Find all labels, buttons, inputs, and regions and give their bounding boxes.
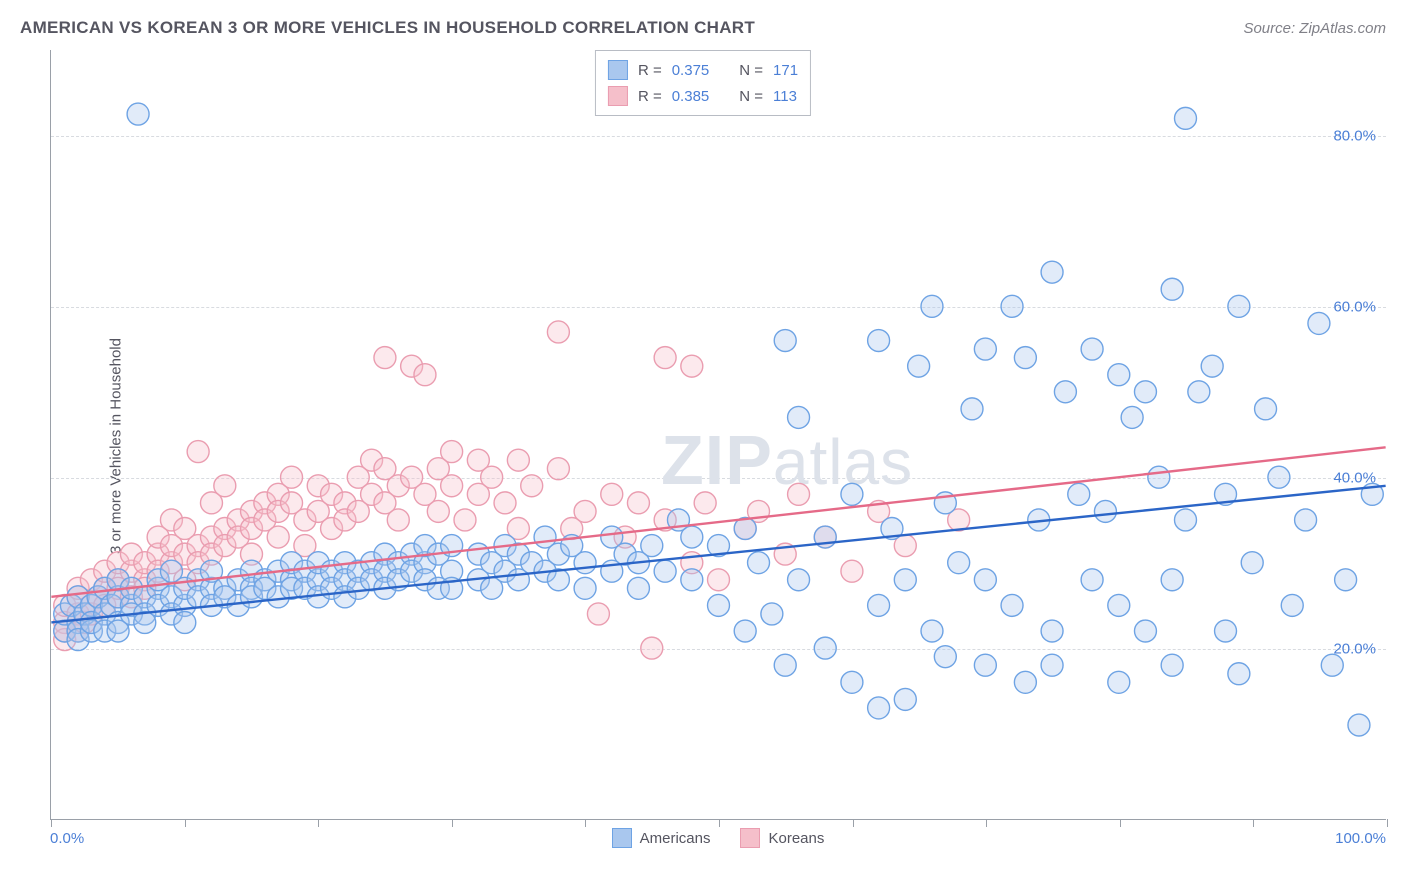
legend-swatch-koreans: [608, 86, 628, 106]
scatter-chart: [51, 50, 1386, 819]
n-value-koreans: 113: [773, 88, 797, 105]
correlation-legend: R = 0.375 N = 171 R = 0.385 N = 113: [595, 50, 811, 116]
header: AMERICAN VS KOREAN 3 OR MORE VEHICLES IN…: [20, 18, 1386, 38]
x-tick: [585, 819, 586, 827]
x-label-min: 0.0%: [50, 830, 84, 847]
x-tick: [1253, 819, 1254, 827]
r-value-americans: 0.375: [672, 62, 710, 79]
x-tick: [986, 819, 987, 827]
legend-swatch-americans: [608, 60, 628, 80]
x-tick: [51, 819, 52, 827]
x-tick: [452, 819, 453, 827]
n-value-americans: 171: [773, 62, 798, 79]
legend-row-americans: R = 0.375 N = 171: [608, 57, 798, 83]
x-tick: [318, 819, 319, 827]
x-tick: [1387, 819, 1388, 827]
x-tick: [185, 819, 186, 827]
x-axis-labels: 0.0% 100.0%: [50, 830, 1386, 860]
legend-row-koreans: R = 0.385 N = 113: [608, 83, 798, 109]
x-tick: [719, 819, 720, 827]
x-tick: [1120, 819, 1121, 827]
chart-title: AMERICAN VS KOREAN 3 OR MORE VEHICLES IN…: [20, 18, 755, 38]
x-tick: [853, 819, 854, 827]
plot-area: ZIPatlas 20.0%40.0%60.0%80.0%: [50, 50, 1386, 820]
source-attribution: Source: ZipAtlas.com: [1243, 20, 1386, 37]
r-value-koreans: 0.385: [672, 88, 710, 105]
x-label-max: 100.0%: [1335, 830, 1386, 847]
